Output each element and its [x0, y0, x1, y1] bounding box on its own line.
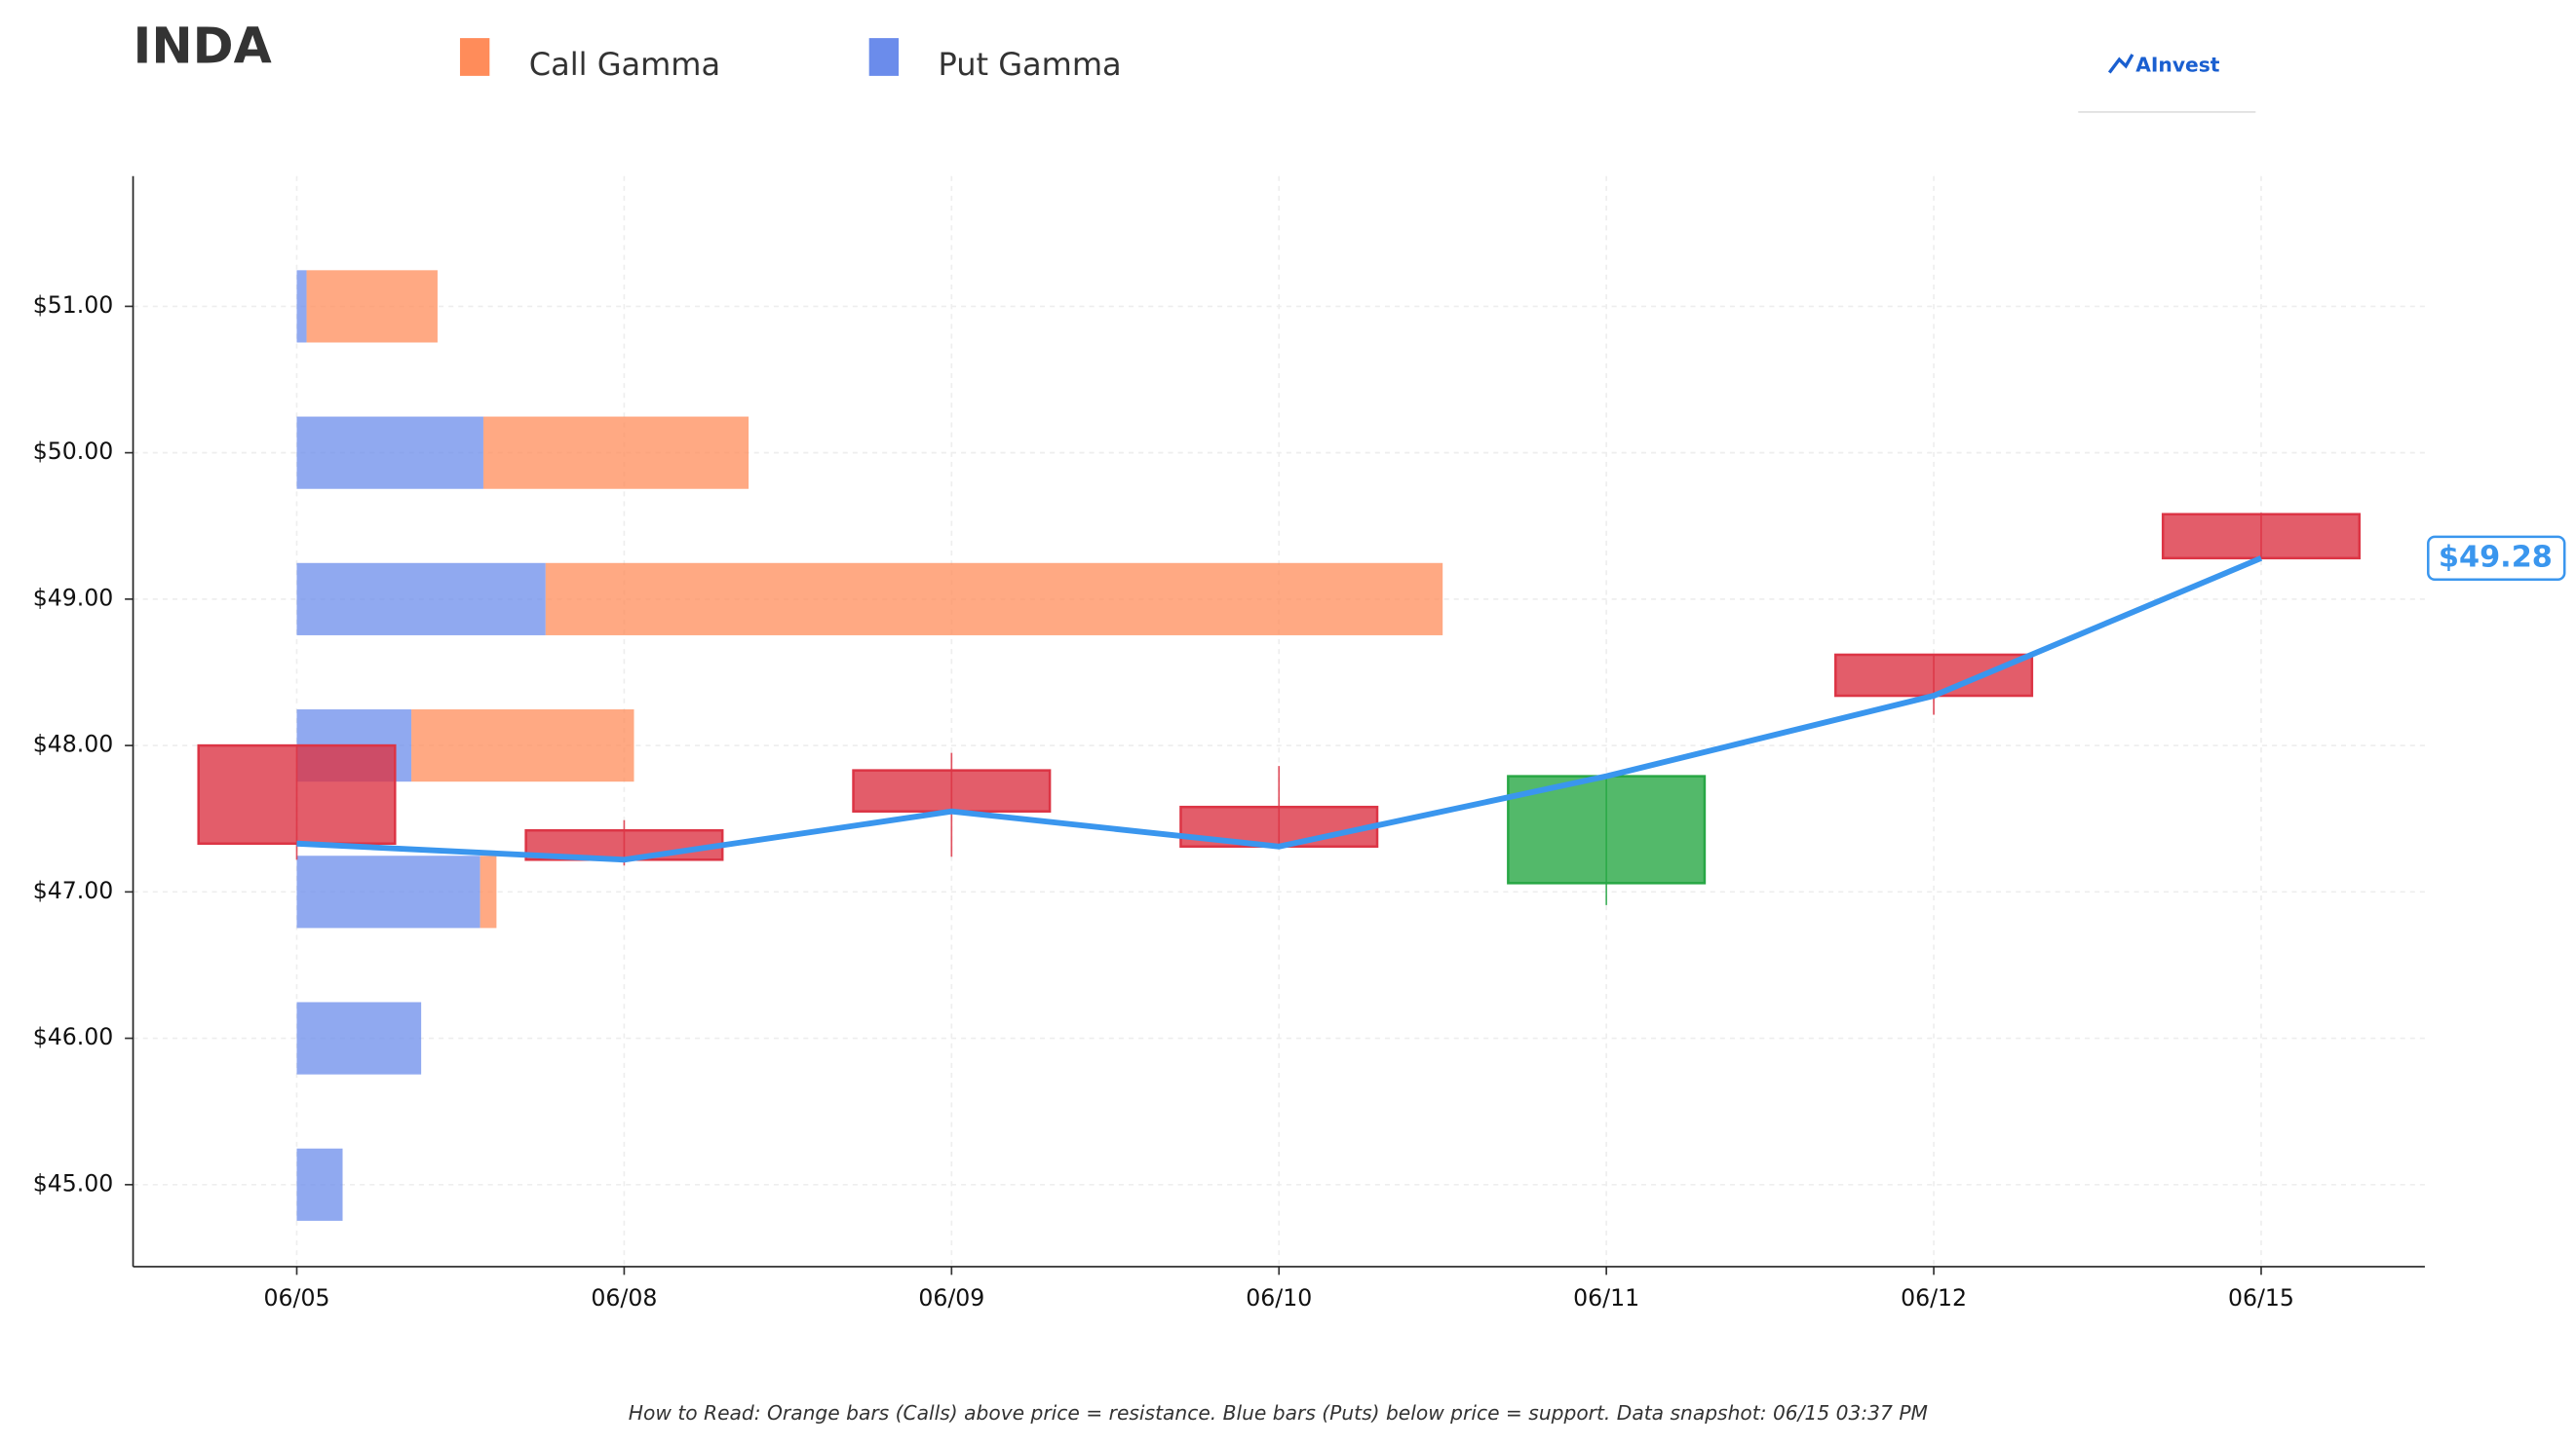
gamma-bar: [296, 270, 307, 343]
gamma-bar: [480, 856, 497, 929]
y-tick-label: $48.00: [33, 731, 114, 758]
y-tick-label: $47.00: [33, 877, 114, 904]
logo: AInvest: [2135, 53, 2219, 76]
legend-swatch: [459, 38, 490, 76]
legend-label: Put Gamma: [938, 46, 1121, 83]
gamma-bar: [482, 416, 750, 489]
gamma-bar: [296, 1002, 422, 1075]
x-tick-label: 06/05: [264, 1284, 330, 1312]
candle-body: [2161, 513, 2362, 560]
gamma-bar: [296, 416, 483, 489]
footnote: How to Read: Orange bars (Calls) above p…: [629, 1401, 1928, 1425]
x-tick-label: 06/15: [2228, 1284, 2294, 1312]
gamma-bar: [545, 562, 1443, 635]
x-tick-label: 06/10: [1246, 1284, 1312, 1312]
gamma-bar: [296, 856, 481, 929]
y-tick-label: $46.00: [33, 1023, 114, 1050]
logo-icon: [2107, 54, 2134, 74]
candle-body: [852, 769, 1052, 813]
y-tick-label: $49.00: [33, 584, 114, 611]
y-tick-label: $51.00: [33, 291, 114, 319]
candle-body: [197, 743, 397, 846]
x-tick-label: 06/12: [1901, 1284, 1967, 1312]
legend-swatch: [868, 38, 900, 76]
x-tick-label: 06/11: [1573, 1284, 1639, 1312]
x-tick-label: 06/08: [591, 1284, 657, 1312]
gamma-bar: [411, 709, 634, 782]
chart-title: INDA: [134, 17, 272, 74]
gamma-bar: [296, 562, 546, 635]
gamma-bar: [306, 270, 438, 343]
annotation-label: $49.28: [2439, 540, 2553, 574]
y-tick-label: $50.00: [33, 438, 114, 465]
gamma-bar: [296, 1148, 343, 1221]
price-line: [296, 555, 2263, 863]
legend-label: Call Gamma: [529, 46, 720, 83]
x-tick-label: 06/09: [918, 1284, 984, 1312]
y-tick-label: $45.00: [33, 1169, 114, 1197]
candle-body: [1834, 653, 2034, 698]
annotation-box: [2427, 535, 2566, 581]
